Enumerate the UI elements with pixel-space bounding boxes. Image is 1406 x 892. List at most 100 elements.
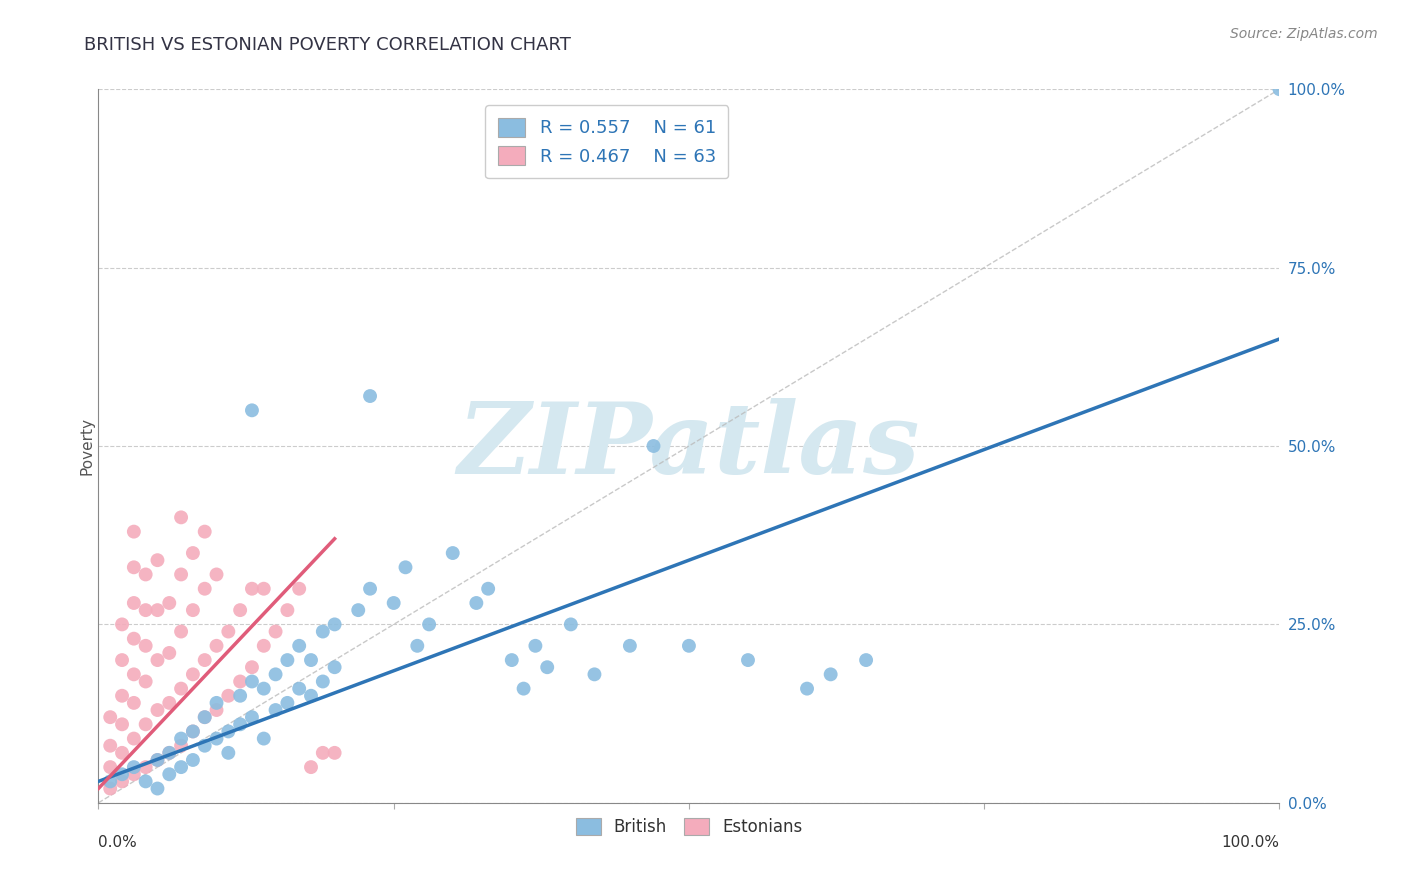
- Point: [170, 510, 193, 524]
- Point: [855, 653, 877, 667]
- Point: [441, 546, 464, 560]
- Text: BRITISH VS ESTONIAN POVERTY CORRELATION CHART: BRITISH VS ESTONIAN POVERTY CORRELATION …: [84, 36, 571, 54]
- Point: [135, 639, 157, 653]
- Point: [359, 389, 381, 403]
- Point: [560, 617, 582, 632]
- Point: [205, 703, 228, 717]
- Point: [181, 603, 204, 617]
- Point: [323, 746, 346, 760]
- Point: [194, 710, 217, 724]
- Point: [146, 781, 169, 796]
- Point: [170, 567, 193, 582]
- Point: [157, 696, 180, 710]
- Point: [122, 596, 145, 610]
- Point: [382, 596, 405, 610]
- Point: [240, 674, 263, 689]
- Point: [122, 560, 145, 574]
- Point: [170, 624, 193, 639]
- Point: [240, 660, 263, 674]
- Point: [170, 760, 193, 774]
- Point: [512, 681, 534, 696]
- Point: [122, 667, 145, 681]
- Point: [98, 760, 121, 774]
- Point: [465, 596, 488, 610]
- Point: [312, 746, 335, 760]
- Point: [181, 667, 204, 681]
- Point: [157, 746, 180, 760]
- Point: [135, 717, 157, 731]
- Point: [312, 674, 335, 689]
- Point: [394, 560, 416, 574]
- Point: [312, 624, 335, 639]
- Point: [194, 653, 217, 667]
- Point: [194, 582, 217, 596]
- Point: [146, 553, 169, 567]
- Point: [122, 696, 145, 710]
- Point: [135, 567, 157, 582]
- Y-axis label: Poverty: Poverty: [80, 417, 94, 475]
- Point: [1268, 82, 1291, 96]
- Point: [170, 731, 193, 746]
- Point: [253, 582, 276, 596]
- Point: [98, 774, 121, 789]
- Point: [229, 717, 252, 731]
- Point: [111, 653, 134, 667]
- Point: [122, 632, 145, 646]
- Point: [111, 689, 134, 703]
- Point: [170, 739, 193, 753]
- Point: [157, 746, 180, 760]
- Point: [524, 639, 547, 653]
- Point: [240, 582, 263, 596]
- Point: [264, 703, 287, 717]
- Point: [583, 667, 606, 681]
- Point: [122, 760, 145, 774]
- Point: [347, 603, 370, 617]
- Legend: British, Estonians: British, Estonians: [567, 810, 811, 845]
- Point: [477, 582, 499, 596]
- Point: [122, 767, 145, 781]
- Point: [276, 696, 298, 710]
- Point: [181, 753, 204, 767]
- Point: [276, 653, 298, 667]
- Point: [619, 639, 641, 653]
- Point: [98, 710, 121, 724]
- Point: [737, 653, 759, 667]
- Point: [146, 653, 169, 667]
- Point: [253, 731, 276, 746]
- Point: [146, 703, 169, 717]
- Point: [288, 582, 311, 596]
- Point: [418, 617, 440, 632]
- Text: 100.0%: 100.0%: [1222, 835, 1279, 850]
- Point: [643, 439, 665, 453]
- Point: [122, 731, 145, 746]
- Point: [170, 681, 193, 696]
- Point: [536, 660, 558, 674]
- Text: ZIPatlas: ZIPatlas: [458, 398, 920, 494]
- Point: [229, 689, 252, 703]
- Point: [205, 696, 228, 710]
- Point: [157, 646, 180, 660]
- Point: [135, 774, 157, 789]
- Point: [111, 746, 134, 760]
- Point: [181, 546, 204, 560]
- Text: Source: ZipAtlas.com: Source: ZipAtlas.com: [1230, 27, 1378, 41]
- Point: [181, 724, 204, 739]
- Point: [299, 760, 322, 774]
- Point: [820, 667, 842, 681]
- Point: [264, 667, 287, 681]
- Point: [146, 753, 169, 767]
- Point: [240, 403, 263, 417]
- Point: [98, 739, 121, 753]
- Point: [240, 710, 263, 724]
- Point: [678, 639, 700, 653]
- Point: [122, 524, 145, 539]
- Point: [217, 689, 239, 703]
- Point: [111, 767, 134, 781]
- Point: [111, 617, 134, 632]
- Point: [205, 567, 228, 582]
- Point: [323, 617, 346, 632]
- Point: [205, 639, 228, 653]
- Point: [157, 767, 180, 781]
- Point: [253, 639, 276, 653]
- Point: [111, 717, 134, 731]
